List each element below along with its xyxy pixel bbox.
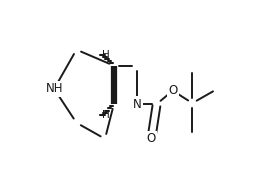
Text: O: O (168, 84, 177, 97)
Text: H: H (102, 110, 110, 120)
Text: H: H (102, 50, 110, 60)
Text: O: O (147, 132, 156, 145)
Text: NH: NH (45, 82, 63, 95)
Text: N: N (133, 98, 142, 111)
